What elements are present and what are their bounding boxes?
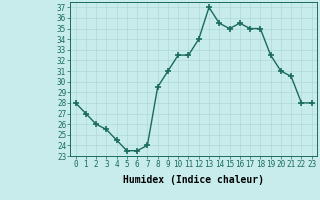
X-axis label: Humidex (Indice chaleur): Humidex (Indice chaleur) xyxy=(123,175,264,185)
